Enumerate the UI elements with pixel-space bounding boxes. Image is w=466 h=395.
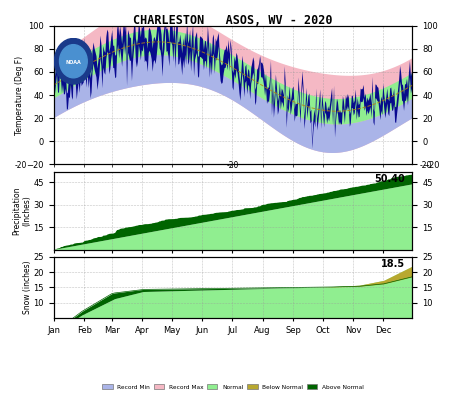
Text: -20: -20: [227, 161, 239, 170]
Text: -20: -20: [15, 161, 27, 170]
Text: NOAA: NOAA: [66, 60, 81, 65]
Text: 18.5: 18.5: [381, 259, 405, 269]
Legend: Record Min, Record Max, Normal, Below Normal, Above Normal: Record Min, Record Max, Normal, Below No…: [100, 382, 366, 392]
Y-axis label: Precipitation
(Inches): Precipitation (Inches): [13, 186, 32, 235]
Text: -20: -20: [419, 161, 432, 170]
Circle shape: [55, 38, 92, 84]
Y-axis label: Snow (inches): Snow (inches): [23, 261, 32, 314]
Text: 50.40: 50.40: [375, 174, 405, 184]
Text: CHARLESTON   ASOS, WV - 2020: CHARLESTON ASOS, WV - 2020: [133, 14, 333, 27]
Y-axis label: Temperature (Deg F): Temperature (Deg F): [14, 55, 24, 135]
Circle shape: [60, 45, 87, 78]
